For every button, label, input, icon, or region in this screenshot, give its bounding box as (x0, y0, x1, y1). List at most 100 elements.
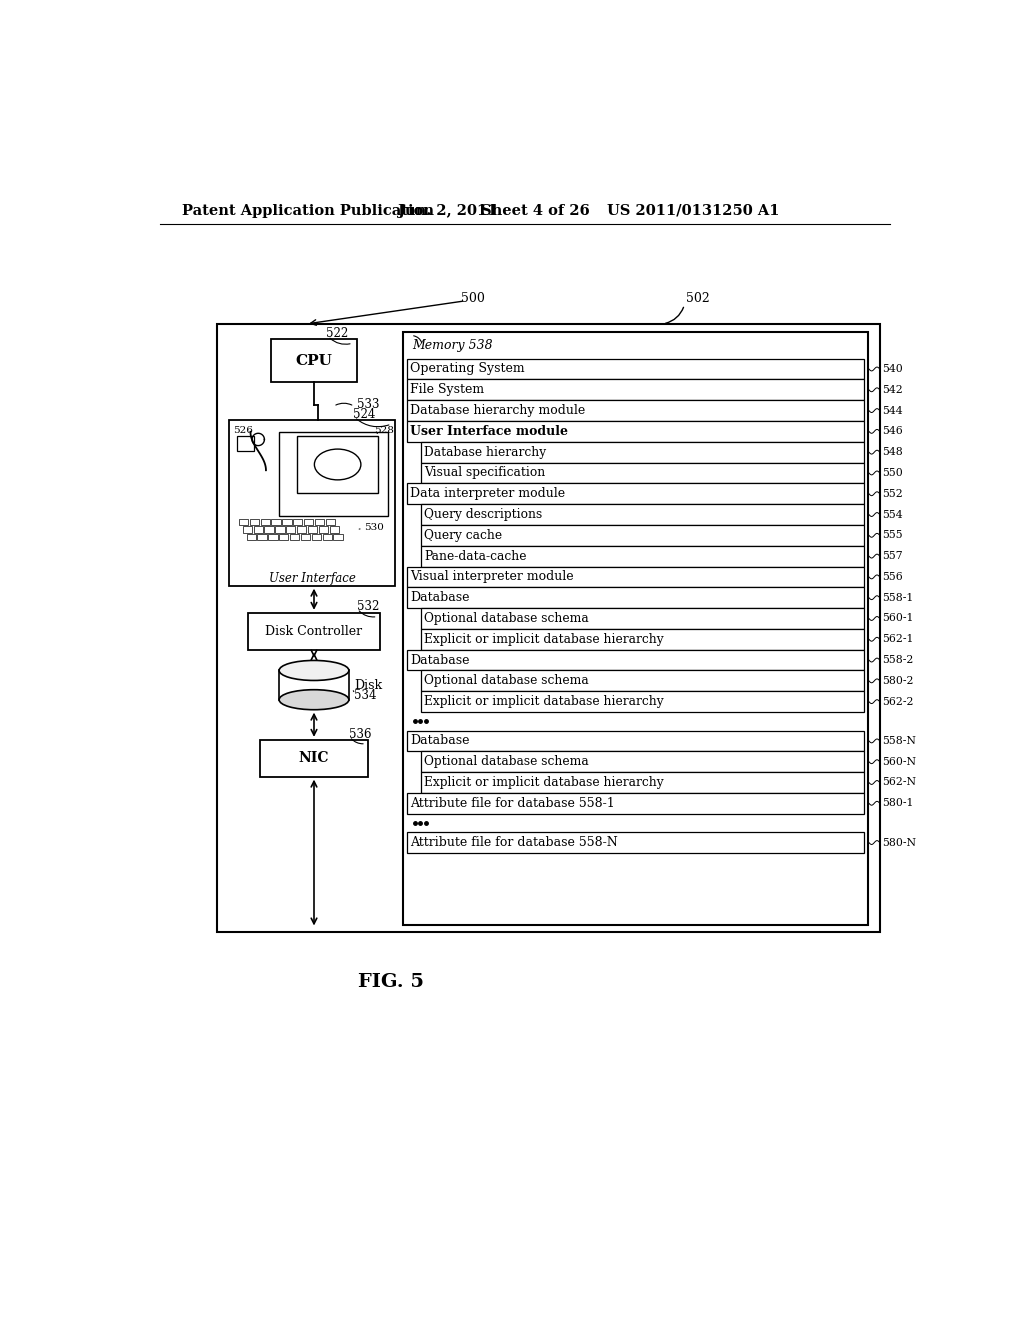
Text: 546: 546 (882, 426, 903, 437)
FancyBboxPatch shape (407, 359, 864, 379)
FancyBboxPatch shape (260, 519, 270, 525)
FancyBboxPatch shape (301, 535, 310, 540)
FancyBboxPatch shape (250, 519, 259, 525)
Text: 524: 524 (352, 408, 375, 421)
FancyBboxPatch shape (286, 527, 295, 533)
Text: Visual specification: Visual specification (424, 466, 546, 479)
FancyBboxPatch shape (407, 483, 864, 504)
Text: 552: 552 (882, 488, 903, 499)
Text: Visual interpreter module: Visual interpreter module (410, 570, 573, 583)
FancyBboxPatch shape (271, 339, 356, 381)
Text: 502: 502 (686, 292, 710, 305)
Text: 550: 550 (882, 469, 903, 478)
FancyBboxPatch shape (254, 527, 263, 533)
Text: 542: 542 (882, 385, 903, 395)
Text: 562-N: 562-N (882, 777, 916, 788)
Text: CPU: CPU (296, 354, 333, 367)
FancyBboxPatch shape (407, 400, 864, 421)
Text: 522: 522 (326, 327, 348, 341)
Text: Query cache: Query cache (424, 529, 502, 541)
FancyBboxPatch shape (421, 671, 864, 692)
Text: 558-1: 558-1 (882, 593, 913, 603)
Text: Attribute file for database 558-N: Attribute file for database 558-N (410, 836, 617, 849)
FancyBboxPatch shape (407, 649, 864, 671)
Text: 540: 540 (882, 364, 903, 374)
Text: 558-N: 558-N (882, 737, 915, 746)
FancyBboxPatch shape (334, 535, 343, 540)
Text: Database: Database (410, 734, 470, 747)
FancyBboxPatch shape (421, 609, 864, 628)
FancyBboxPatch shape (280, 535, 289, 540)
Text: Memory 538: Memory 538 (413, 339, 493, 352)
Text: NIC: NIC (299, 751, 330, 766)
FancyBboxPatch shape (421, 751, 864, 772)
FancyBboxPatch shape (421, 772, 864, 793)
FancyBboxPatch shape (283, 519, 292, 525)
Text: 530: 530 (365, 524, 384, 532)
FancyBboxPatch shape (421, 545, 864, 566)
Text: 533: 533 (356, 399, 379, 412)
FancyBboxPatch shape (407, 379, 864, 400)
Text: Database hierarchy module: Database hierarchy module (410, 404, 586, 417)
Text: Optional database schema: Optional database schema (424, 612, 589, 624)
Text: Database hierarchy: Database hierarchy (424, 446, 546, 458)
Text: 560-1: 560-1 (882, 614, 913, 623)
FancyBboxPatch shape (237, 436, 254, 451)
Text: 500: 500 (461, 292, 485, 305)
FancyBboxPatch shape (421, 628, 864, 649)
Text: 548: 548 (882, 447, 903, 457)
FancyBboxPatch shape (323, 535, 332, 540)
Text: 558-2: 558-2 (882, 655, 913, 665)
FancyBboxPatch shape (407, 793, 864, 813)
FancyBboxPatch shape (243, 527, 252, 533)
Text: 580-1: 580-1 (882, 799, 913, 808)
FancyBboxPatch shape (264, 527, 273, 533)
Text: 534: 534 (354, 689, 377, 702)
Text: Pane-data-cache: Pane-data-cache (424, 549, 526, 562)
Text: 560-N: 560-N (882, 756, 916, 767)
FancyBboxPatch shape (228, 420, 395, 586)
FancyBboxPatch shape (268, 535, 278, 540)
FancyBboxPatch shape (421, 442, 864, 462)
Text: 557: 557 (882, 552, 903, 561)
Text: 580-2: 580-2 (882, 676, 913, 686)
Text: 562-1: 562-1 (882, 635, 913, 644)
FancyBboxPatch shape (308, 527, 317, 533)
FancyBboxPatch shape (293, 519, 302, 525)
FancyBboxPatch shape (297, 436, 378, 494)
Text: FIG. 5: FIG. 5 (358, 973, 425, 991)
Text: Optional database schema: Optional database schema (424, 675, 589, 688)
Text: Sheet 4 of 26: Sheet 4 of 26 (480, 203, 590, 218)
FancyBboxPatch shape (421, 504, 864, 525)
FancyBboxPatch shape (318, 527, 328, 533)
FancyBboxPatch shape (407, 730, 864, 751)
FancyBboxPatch shape (297, 527, 306, 533)
Text: 554: 554 (882, 510, 903, 520)
Text: Data interpreter module: Data interpreter module (410, 487, 565, 500)
FancyBboxPatch shape (217, 323, 880, 932)
Text: 580-N: 580-N (882, 838, 916, 847)
Text: 544: 544 (882, 405, 903, 416)
Text: Database: Database (410, 653, 470, 667)
FancyBboxPatch shape (290, 535, 299, 540)
Text: Disk Controller: Disk Controller (265, 624, 362, 638)
FancyBboxPatch shape (421, 462, 864, 483)
FancyBboxPatch shape (330, 527, 339, 533)
FancyBboxPatch shape (407, 832, 864, 853)
Ellipse shape (280, 660, 349, 681)
Text: 532: 532 (356, 601, 379, 612)
Text: Disk: Disk (354, 678, 382, 692)
FancyBboxPatch shape (248, 612, 380, 649)
FancyBboxPatch shape (403, 331, 868, 924)
Text: Query descriptions: Query descriptions (424, 508, 543, 521)
FancyBboxPatch shape (407, 421, 864, 442)
Text: Patent Application Publication: Patent Application Publication (182, 203, 434, 218)
FancyBboxPatch shape (260, 739, 369, 776)
Text: Attribute file for database 558-1: Attribute file for database 558-1 (410, 797, 614, 809)
FancyBboxPatch shape (314, 519, 324, 525)
Text: Explicit or implicit database hierarchy: Explicit or implicit database hierarchy (424, 632, 664, 645)
Text: User Interface module: User Interface module (410, 425, 568, 438)
FancyBboxPatch shape (280, 432, 388, 516)
FancyBboxPatch shape (247, 535, 256, 540)
FancyBboxPatch shape (304, 519, 313, 525)
